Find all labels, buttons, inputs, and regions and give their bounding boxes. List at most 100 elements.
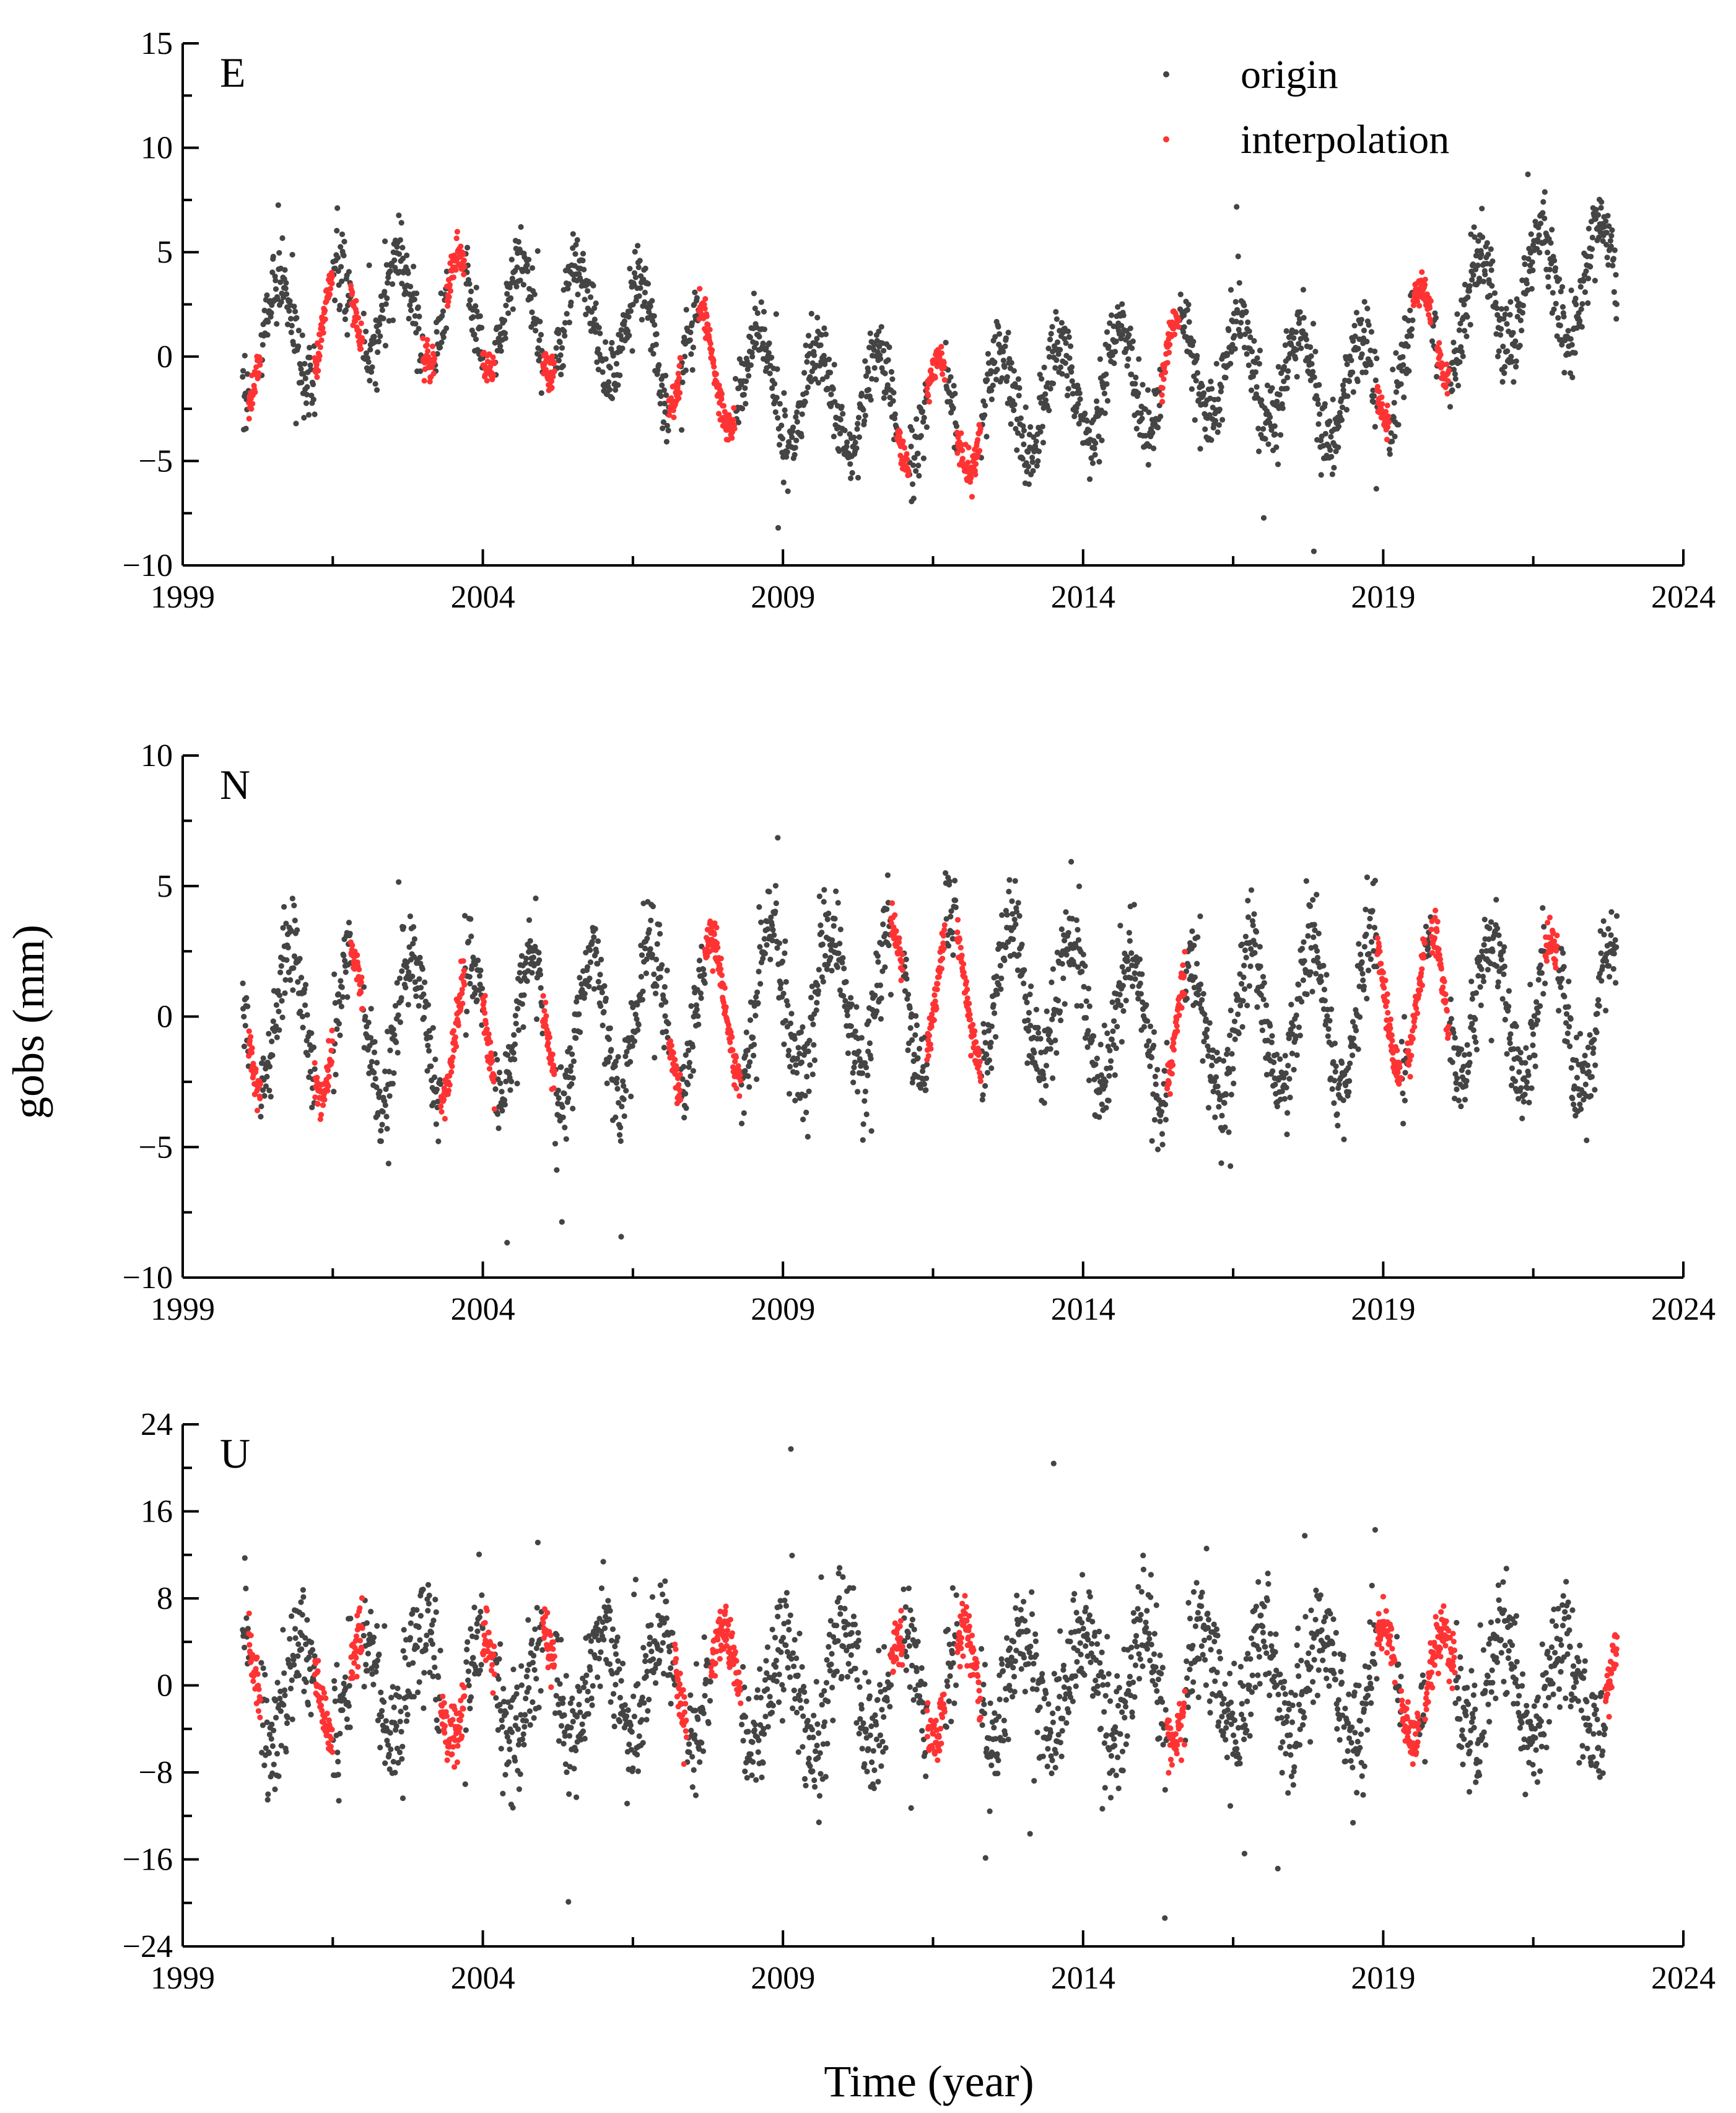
data-point-origin-e bbox=[1433, 315, 1439, 321]
data-point-origin-e bbox=[772, 381, 778, 387]
data-point-origin-e bbox=[537, 318, 543, 325]
data-point-origin-e bbox=[651, 313, 657, 319]
data-point-origin-n bbox=[1159, 1131, 1166, 1137]
data-point-origin-n bbox=[1595, 997, 1602, 1003]
data-point-origin-e bbox=[1557, 323, 1563, 329]
data-point-origin-n bbox=[992, 1010, 998, 1016]
data-point-origin-e bbox=[858, 390, 865, 397]
data-point-origin-e bbox=[1020, 423, 1026, 429]
data-point-origin-e bbox=[566, 320, 573, 326]
data-point-origin-e bbox=[1194, 370, 1201, 376]
data-point-origin-e bbox=[871, 365, 878, 371]
data-point-origin-e bbox=[1407, 307, 1413, 313]
data-point-origin-n bbox=[270, 1018, 276, 1024]
data-point-origin-e bbox=[312, 411, 318, 417]
data-point-origin-e bbox=[502, 335, 508, 341]
data-point-origin-n bbox=[1331, 1100, 1337, 1106]
data-point-origin-e bbox=[822, 331, 829, 338]
data-point-interpolation-e bbox=[671, 414, 677, 420]
data-point-origin-n bbox=[1043, 1063, 1050, 1069]
data-point-origin-n bbox=[1524, 1079, 1530, 1085]
data-point-interpolation-e bbox=[453, 235, 460, 242]
data-point-origin-e bbox=[1213, 360, 1219, 367]
data-point-origin-n bbox=[1277, 1056, 1283, 1062]
data-point-origin-e bbox=[1041, 364, 1047, 371]
data-point-origin-n bbox=[1598, 950, 1604, 956]
data-point-origin-e bbox=[914, 416, 920, 422]
data-point-origin-n bbox=[1401, 1014, 1408, 1020]
data-point-origin-e bbox=[1586, 225, 1592, 232]
data-point-interpolation-e bbox=[897, 429, 903, 436]
data-point-origin-n bbox=[778, 981, 784, 987]
data-point-origin-n bbox=[665, 1021, 671, 1027]
data-point-interpolation-e bbox=[320, 329, 326, 336]
data-point-origin-n bbox=[1478, 1002, 1484, 1008]
data-point-origin-e bbox=[637, 285, 643, 291]
data-point-origin-n bbox=[1358, 951, 1364, 957]
data-point-interpolation-e bbox=[977, 448, 983, 454]
data-point-origin-e bbox=[653, 341, 659, 348]
data-point-origin-e bbox=[1393, 389, 1400, 395]
data-point-origin-e bbox=[761, 308, 767, 315]
data-point-origin-n bbox=[702, 980, 708, 986]
data-point-interpolation-e bbox=[326, 291, 333, 297]
data-point-origin-n bbox=[494, 1111, 501, 1117]
data-point-origin-e bbox=[594, 359, 600, 365]
data-point-interpolation-e bbox=[1161, 376, 1167, 382]
data-point-origin-n bbox=[863, 1111, 870, 1117]
data-point-origin-n bbox=[1522, 1091, 1528, 1097]
data-point-origin-e bbox=[687, 329, 694, 336]
data-point-origin-e bbox=[559, 345, 565, 351]
data-point-origin-e bbox=[595, 367, 601, 373]
data-point-origin-e bbox=[595, 346, 601, 352]
data-point-origin-n bbox=[888, 991, 894, 998]
data-point-interpolation-e bbox=[731, 425, 738, 432]
data-point-origin-e bbox=[862, 358, 868, 364]
data-point-origin-n bbox=[685, 1081, 691, 1087]
data-point-origin-n bbox=[1493, 897, 1499, 903]
data-point-origin-n bbox=[1371, 925, 1377, 931]
data-point-origin-e bbox=[781, 390, 787, 396]
data-point-interpolation-e bbox=[431, 355, 438, 362]
data-point-origin-n bbox=[841, 965, 847, 972]
data-point-origin-e bbox=[1550, 290, 1556, 296]
data-point-origin-n bbox=[1102, 1079, 1109, 1085]
data-point-origin-e bbox=[1023, 404, 1029, 411]
data-point-interpolation-e bbox=[353, 298, 359, 304]
data-point-origin-n bbox=[1250, 922, 1256, 928]
data-point-origin-e bbox=[390, 281, 396, 287]
data-point-origin-n bbox=[1229, 1051, 1235, 1057]
data-point-interpolation-e bbox=[718, 391, 725, 397]
data-point-origin-n bbox=[1251, 911, 1257, 917]
data-point-origin-e bbox=[1124, 363, 1130, 369]
data-point-interpolation-e bbox=[972, 471, 979, 478]
data-point-origin-e bbox=[1031, 434, 1037, 440]
data-point-origin-e bbox=[1374, 355, 1380, 362]
data-point-origin-e bbox=[1033, 438, 1039, 445]
data-point-interpolation-e bbox=[1159, 392, 1165, 398]
data-point-origin-n bbox=[1578, 1106, 1584, 1112]
data-point-origin-e bbox=[1609, 227, 1615, 233]
data-point-origin-e bbox=[812, 376, 818, 382]
data-point-origin-n bbox=[1228, 1091, 1234, 1098]
data-point-origin-n bbox=[1361, 983, 1367, 990]
data-point-origin-e bbox=[1241, 302, 1247, 308]
data-point-origin-e bbox=[1262, 436, 1268, 442]
data-point-origin-e bbox=[1202, 426, 1208, 432]
data-point-interpolation-e bbox=[702, 296, 709, 302]
data-point-origin-n bbox=[425, 1002, 432, 1008]
data-point-origin-e bbox=[948, 374, 954, 380]
data-point-origin-e bbox=[1484, 240, 1490, 246]
data-point-origin-e bbox=[853, 445, 860, 451]
data-point-origin-e bbox=[891, 416, 897, 422]
data-point-origin-e bbox=[1092, 451, 1098, 458]
data-point-origin-e bbox=[508, 256, 515, 263]
data-point-interpolation-e bbox=[676, 375, 682, 381]
data-point-origin-n bbox=[1058, 926, 1065, 933]
data-point-origin-n bbox=[988, 1039, 994, 1046]
data-point-origin-n bbox=[300, 1024, 306, 1030]
data-point-origin-n bbox=[1350, 1035, 1356, 1042]
data-point-origin-n bbox=[365, 1019, 372, 1026]
data-point-interpolation-e bbox=[1444, 361, 1450, 367]
data-point-origin-n bbox=[872, 992, 878, 998]
